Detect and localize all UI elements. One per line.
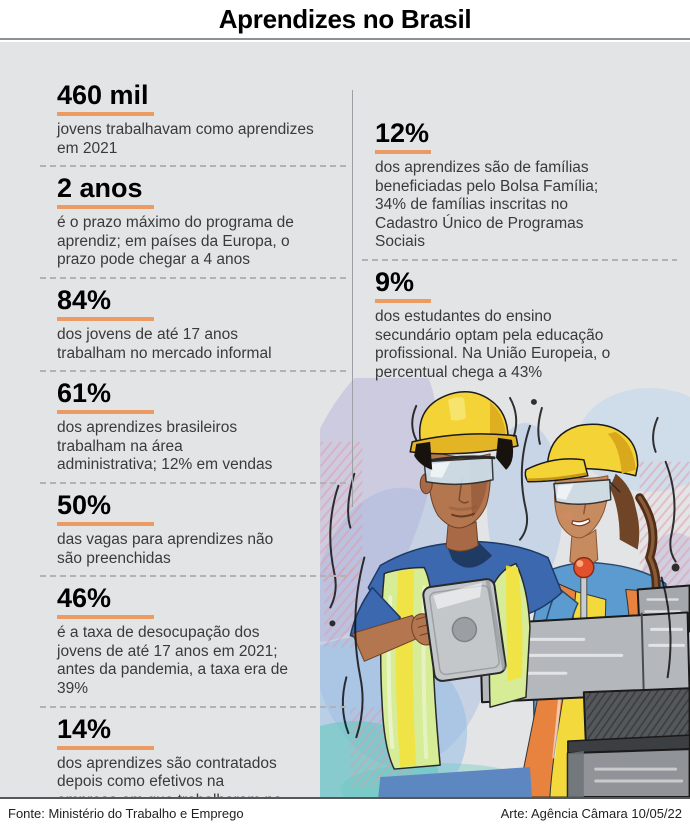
stat-text: dos estudantes do ensino secundário opta…: [375, 307, 611, 381]
dashed-separator: [40, 276, 349, 279]
stat-value: 61%: [57, 378, 112, 409]
stat-text: dos aprendizes são de famílias beneficia…: [375, 159, 599, 251]
stat-value: 12%: [375, 118, 430, 148]
tablet: [422, 578, 507, 682]
stat-84-pct: 84% dos jovens de até 17 anos trabalham …: [57, 284, 349, 363]
ink-sketch-strokes: [329, 396, 680, 739]
dashed-separator: [40, 705, 349, 708]
stat-value: 2 anos: [57, 173, 143, 204]
stat-underline: [57, 316, 154, 321]
stat-underline: [57, 615, 154, 620]
stat-46-pct: 46% é a taxa de desocupação dos jovens d…: [57, 585, 349, 698]
dashed-separator: [40, 165, 349, 168]
stat-text: jovens trabalhavam como aprendizes em 20…: [57, 121, 314, 157]
stat-61-pct: 61% dos aprendizes brasileiros trabalham…: [57, 380, 349, 475]
right-stats-column: 12% dos aprendizes são de famílias benef…: [362, 120, 677, 387]
dashed-separator: [362, 258, 677, 261]
stat-9-pct: 9% dos estudantes do ensino secundário o…: [375, 266, 665, 382]
machine-lever: [573, 556, 595, 646]
stat-underline: [375, 298, 431, 303]
stat-underline: [57, 745, 154, 750]
stat-value: 50%: [57, 489, 112, 520]
pink-hatch: [320, 441, 363, 582]
stat-value: 46%: [57, 583, 112, 614]
workers-illustration: [320, 378, 690, 797]
stat-value: 9%: [375, 266, 415, 297]
stat-text: é a taxa de desocupação dos jovens de at…: [57, 624, 288, 697]
stat-value: 460 mil: [57, 80, 149, 110]
stats-panel: 460 mil jovens trabalhavam como aprendiz…: [0, 42, 690, 827]
stat-text: das vagas para aprendizes não são preenc…: [57, 530, 274, 567]
stat-underline: [57, 410, 154, 415]
stat-2-anos: 2 anos é o prazo máximo do programa de a…: [57, 175, 349, 270]
stat-value: 14%: [57, 713, 112, 744]
stat-text: dos aprendizes brasileiros trabalham na …: [57, 419, 273, 474]
dashed-separator: [40, 575, 349, 578]
stat-text: dos jovens de até 17 anos trabalham no m…: [57, 325, 272, 362]
stat-460-mil: 460 mil jovens trabalhavam como aprendiz…: [57, 82, 349, 158]
art-credit: Arte: Agência Câmara 10/05/22: [500, 806, 682, 821]
dashed-separator: [40, 481, 349, 484]
stat-value: 84%: [57, 284, 112, 315]
worker-man: [349, 391, 563, 797]
left-stats-column: 460 mil jovens trabalhavam como aprendiz…: [40, 82, 349, 828]
stat-12-pct: 12% dos aprendizes são de famílias benef…: [375, 120, 665, 252]
stat-underline: [375, 150, 431, 154]
dashed-separator: [40, 370, 349, 373]
column-divider: [352, 90, 353, 507]
stat-50-pct: 50% das vagas para aprendizes não são pr…: [57, 489, 349, 568]
source-credit: Fonte: Ministério do Trabalho e Emprego: [8, 806, 244, 821]
footer: Fonte: Ministério do Trabalho e Emprego …: [0, 797, 690, 828]
stat-underline: [57, 521, 154, 526]
header: Aprendizes no Brasil: [0, 0, 690, 40]
stat-text: é o prazo máximo do programa de aprendiz…: [57, 214, 294, 269]
stat-underline: [57, 112, 154, 116]
page-title: Aprendizes no Brasil: [218, 3, 472, 34]
stat-underline: [57, 205, 154, 210]
